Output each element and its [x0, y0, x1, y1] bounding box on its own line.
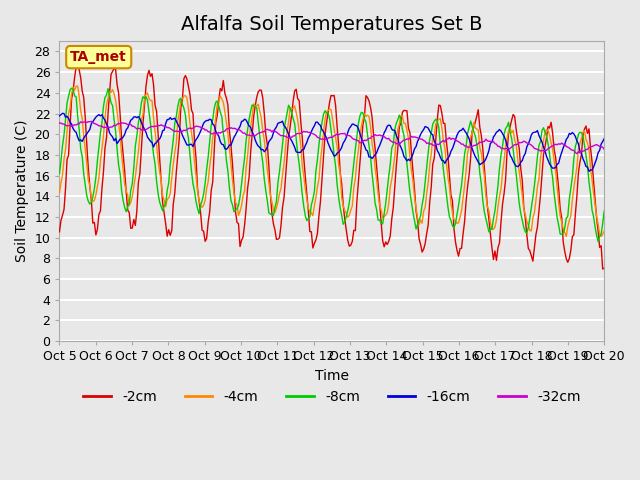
Y-axis label: Soil Temperature (C): Soil Temperature (C): [15, 120, 29, 263]
Text: TA_met: TA_met: [70, 50, 127, 64]
X-axis label: Time: Time: [315, 369, 349, 383]
Title: Alfalfa Soil Temperatures Set B: Alfalfa Soil Temperatures Set B: [181, 15, 483, 34]
Legend: -2cm, -4cm, -8cm, -16cm, -32cm: -2cm, -4cm, -8cm, -16cm, -32cm: [77, 384, 586, 409]
